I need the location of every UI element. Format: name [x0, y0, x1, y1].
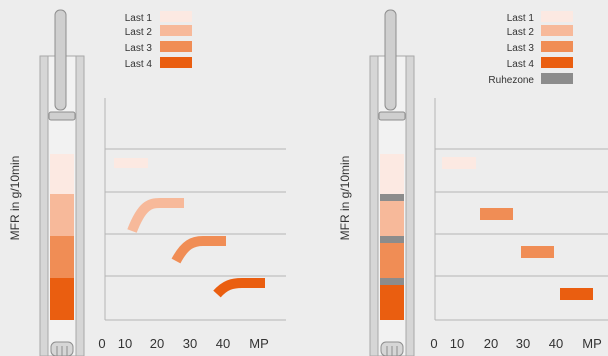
legend-label: Last 2 — [507, 27, 535, 38]
curve-last-2 — [127, 198, 184, 233]
legend-swatch — [541, 73, 573, 84]
legend-label: Last 4 — [507, 59, 535, 70]
x-axis-unit: MP — [582, 336, 602, 351]
plunger-rod-left — [54, 9, 67, 111]
x-tick-label: 30 — [183, 336, 197, 351]
legend-swatch — [541, 25, 573, 36]
tube-band-last-3 — [50, 236, 74, 278]
legend-label: Last 1 — [125, 13, 153, 24]
tube-band-last-3 — [380, 243, 404, 278]
tube-band-last-1 — [50, 154, 74, 194]
legend-label: Last 2 — [125, 27, 153, 38]
tube-band-last-4 — [380, 285, 404, 320]
x-tick-label: 0 — [430, 336, 437, 351]
extruder-tube-left — [39, 9, 85, 356]
legend-swatch — [541, 57, 573, 68]
x-tick-label: 0 — [98, 336, 105, 351]
tube-band-last-2 — [50, 194, 74, 236]
plot-area-right — [434, 98, 608, 321]
x-axis-unit: MP — [249, 336, 269, 351]
legend-label: Last 3 — [125, 43, 153, 54]
tube-band-ruhezone — [380, 194, 404, 201]
tube-band-ruhezone — [380, 278, 404, 285]
tube-band-last-2 — [380, 201, 404, 236]
legend-swatch — [541, 41, 573, 52]
tube-band-ruhezone — [380, 236, 404, 243]
x-tick-label: 20 — [484, 336, 498, 351]
curve-last-4 — [213, 278, 265, 298]
legend-swatch — [160, 11, 192, 22]
x-tick-label: 10 — [450, 336, 464, 351]
bar-last-1 — [442, 157, 476, 169]
legend-swatch — [160, 57, 192, 68]
bar-last-3 — [521, 246, 554, 258]
plot-area-left — [104, 98, 286, 321]
legend-label: Last 4 — [125, 59, 153, 70]
mfr-bars-right — [442, 157, 593, 300]
tube-band-last-1 — [380, 154, 404, 194]
plunger-rod-right — [384, 9, 397, 111]
legend-label: Last 1 — [507, 13, 535, 24]
extruder-tube-right — [369, 9, 415, 356]
legend-right: Last 1 Last 2 Last 3 Last 4 Ruhezone — [488, 11, 573, 86]
bar-last-2 — [480, 208, 513, 220]
mfr-curves-left — [114, 158, 265, 298]
x-ticks-right: 0 10 20 30 40 MP — [430, 336, 601, 351]
legend-swatch — [160, 41, 192, 52]
plunger-head-right — [378, 111, 406, 121]
tube-band-last-4 — [50, 278, 74, 320]
x-tick-label: 40 — [216, 336, 230, 351]
x-tick-label: 20 — [150, 336, 164, 351]
x-ticks-left: 0 10 20 30 40 MP — [98, 336, 268, 351]
x-tick-label: 40 — [549, 336, 563, 351]
left-diagram: Last 1 Last 2 Last 3 Last 4 MFR in g/10m… — [8, 9, 286, 356]
curve-last-3 — [171, 236, 226, 264]
right-diagram: Last 1 Last 2 Last 3 Last 4 Ruhezone MFR… — [338, 9, 608, 356]
bar-last-4 — [560, 288, 593, 300]
legend-swatch — [541, 11, 573, 22]
y-axis-label-left: MFR in g/10min — [8, 156, 22, 241]
legend-left: Last 1 Last 2 Last 3 Last 4 — [125, 11, 192, 70]
x-tick-label: 10 — [118, 336, 132, 351]
legend-swatch — [160, 25, 192, 36]
legend-label: Last 3 — [507, 43, 535, 54]
plunger-head-left — [48, 111, 76, 121]
y-axis-label-right: MFR in g/10min — [338, 156, 352, 241]
x-tick-label: 30 — [516, 336, 530, 351]
legend-label: Ruhezone — [488, 75, 534, 86]
